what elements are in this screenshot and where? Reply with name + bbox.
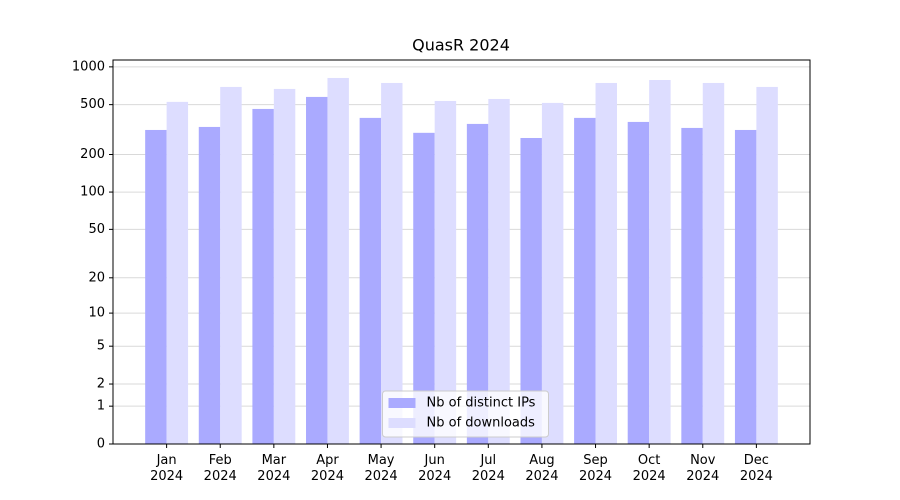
bar — [756, 86, 778, 445]
legend-label: Nb of distinct IPs — [427, 396, 536, 411]
x-tick-label: Jun 2024 — [418, 453, 452, 484]
bar — [649, 79, 671, 444]
bar — [145, 129, 167, 445]
x-tick-label: Feb 2024 — [203, 453, 237, 484]
legend-label: Nb of downloads — [427, 416, 536, 431]
legend-box — [382, 390, 549, 438]
bar — [627, 121, 650, 445]
bar — [306, 96, 328, 444]
x-tick-label: Sep 2024 — [578, 453, 613, 484]
y-tick-label: 20 — [88, 270, 105, 285]
legend: Nb of distinct IPs Nb of downloads — [382, 390, 549, 438]
x-tick-label: Oct 2024 — [632, 453, 666, 484]
bar — [434, 100, 457, 445]
bar — [252, 108, 274, 445]
bar — [198, 126, 221, 444]
y-tick-label: 5 — [97, 339, 105, 354]
bar — [381, 82, 403, 444]
bar — [359, 117, 382, 445]
bar — [520, 137, 542, 444]
y-tick-label: 500 — [80, 97, 105, 112]
bar — [220, 86, 242, 445]
axes-frame — [112, 59, 811, 445]
y-tick-label: 0 — [97, 437, 105, 452]
y-tick-label: 1 — [97, 399, 105, 414]
x-tick-label: Nov 2024 — [686, 453, 720, 484]
y-tick-label: 10 — [88, 306, 105, 321]
bar — [681, 127, 703, 444]
bar — [466, 123, 489, 445]
legend-swatch — [388, 418, 416, 428]
bar — [327, 77, 349, 445]
y-tick-label: 50 — [88, 222, 105, 237]
bar — [273, 88, 296, 445]
x-tick-label: Dec 2024 — [739, 453, 773, 484]
bar — [595, 82, 617, 444]
bar — [574, 117, 596, 445]
legend-swatch — [388, 398, 416, 408]
chart-title: QuasR 2024 — [412, 36, 510, 55]
x-tick-label: Jan 2024 — [150, 453, 184, 484]
bar — [541, 102, 564, 444]
x-tick-label: Aug 2024 — [525, 453, 559, 484]
x-tick-label: May 2024 — [364, 453, 398, 484]
x-tick-label: Mar 2024 — [257, 453, 291, 484]
bar — [413, 132, 435, 444]
y-tick-label: 100 — [80, 185, 105, 200]
bar — [734, 129, 757, 445]
bar — [166, 101, 189, 444]
bar — [702, 82, 725, 444]
x-tick-label: Apr 2024 — [310, 453, 344, 484]
bar — [488, 98, 510, 445]
y-tick-label: 2 — [97, 377, 105, 392]
x-tick-label: Jul 2024 — [471, 453, 505, 484]
y-tick-label: 200 — [80, 147, 105, 162]
y-tick-label: 1000 — [72, 59, 105, 74]
